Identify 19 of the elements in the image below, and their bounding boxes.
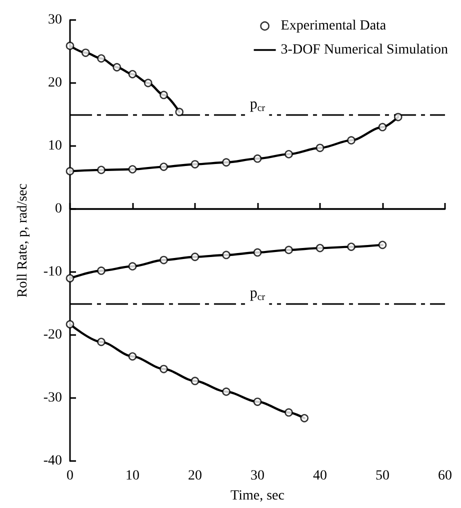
y-axis-title: Roll Rate, p, rad/sec [16,184,30,298]
x-tick-label: 50 [376,468,390,484]
x-tick-label: 10 [126,468,140,484]
y-tick-label: -40 [43,454,62,468]
x-tick-label: 40 [313,468,327,484]
y-tick-label: 30 [48,12,62,28]
x-tick-label: 0 [66,468,74,484]
x-tick-label: 30 [250,468,264,484]
y-tick-label: -30 [43,390,62,406]
x-tick-label: 20 [188,468,202,484]
legend-label: Experimental Data [280,18,387,34]
legend-label: 3-DOF Numerical Simulation [280,42,448,58]
y-tick-label: -10 [43,264,62,280]
x-axis-title: Time, sec [230,488,284,504]
y-tick-label: 20 [48,76,62,90]
y-tick-label: 0 [55,202,62,216]
y-tick-label: 10 [48,138,62,154]
x-tick-label: 60 [438,468,452,484]
y-tick-label: -20 [43,328,62,342]
